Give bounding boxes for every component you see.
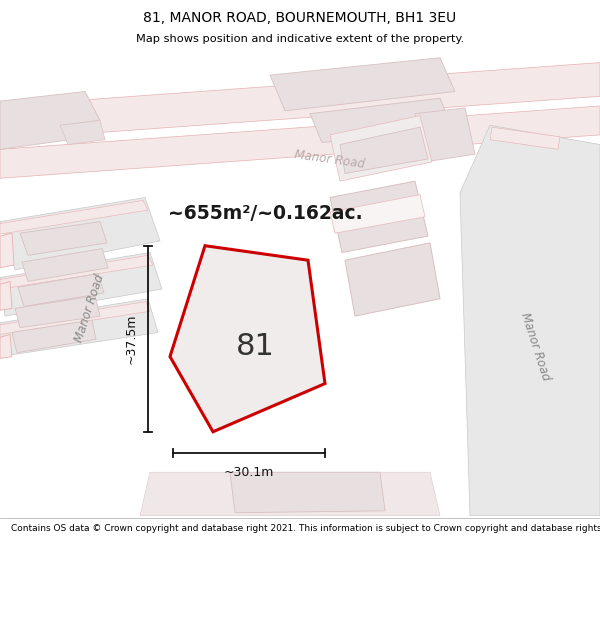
Polygon shape bbox=[490, 127, 560, 149]
Polygon shape bbox=[415, 108, 475, 162]
Polygon shape bbox=[230, 472, 385, 512]
Polygon shape bbox=[0, 302, 150, 334]
Polygon shape bbox=[170, 246, 325, 432]
Polygon shape bbox=[0, 299, 158, 357]
Polygon shape bbox=[0, 281, 12, 310]
Polygon shape bbox=[18, 274, 104, 306]
Polygon shape bbox=[12, 320, 96, 352]
Polygon shape bbox=[185, 274, 312, 395]
Polygon shape bbox=[330, 181, 428, 253]
Polygon shape bbox=[0, 62, 600, 140]
Text: Manor Road: Manor Road bbox=[73, 272, 107, 344]
Text: ~30.1m: ~30.1m bbox=[224, 466, 274, 479]
Polygon shape bbox=[0, 334, 12, 359]
Polygon shape bbox=[460, 125, 600, 516]
Polygon shape bbox=[0, 253, 162, 316]
Polygon shape bbox=[15, 296, 100, 328]
Polygon shape bbox=[330, 116, 432, 181]
Polygon shape bbox=[0, 106, 600, 178]
Polygon shape bbox=[0, 91, 100, 149]
Polygon shape bbox=[270, 58, 455, 111]
Text: Manor Road: Manor Road bbox=[294, 148, 366, 171]
Polygon shape bbox=[20, 222, 107, 256]
Text: ~655m²/~0.162ac.: ~655m²/~0.162ac. bbox=[168, 204, 362, 223]
Text: 81, MANOR ROAD, BOURNEMOUTH, BH1 3EU: 81, MANOR ROAD, BOURNEMOUTH, BH1 3EU bbox=[143, 11, 457, 24]
Polygon shape bbox=[22, 249, 108, 281]
Polygon shape bbox=[0, 233, 14, 268]
Polygon shape bbox=[60, 121, 105, 144]
Text: Manor Road: Manor Road bbox=[518, 311, 552, 382]
Text: Contains OS data © Crown copyright and database right 2021. This information is : Contains OS data © Crown copyright and d… bbox=[11, 524, 600, 533]
Polygon shape bbox=[310, 98, 452, 142]
Polygon shape bbox=[0, 201, 148, 234]
Polygon shape bbox=[0, 256, 153, 289]
Polygon shape bbox=[330, 194, 425, 233]
Text: Map shows position and indicative extent of the property.: Map shows position and indicative extent… bbox=[136, 34, 464, 44]
Text: ~37.5m: ~37.5m bbox=[125, 314, 138, 364]
Text: 81: 81 bbox=[236, 332, 274, 361]
Polygon shape bbox=[140, 472, 440, 516]
Polygon shape bbox=[0, 198, 160, 270]
Polygon shape bbox=[340, 127, 428, 173]
Polygon shape bbox=[345, 243, 440, 316]
